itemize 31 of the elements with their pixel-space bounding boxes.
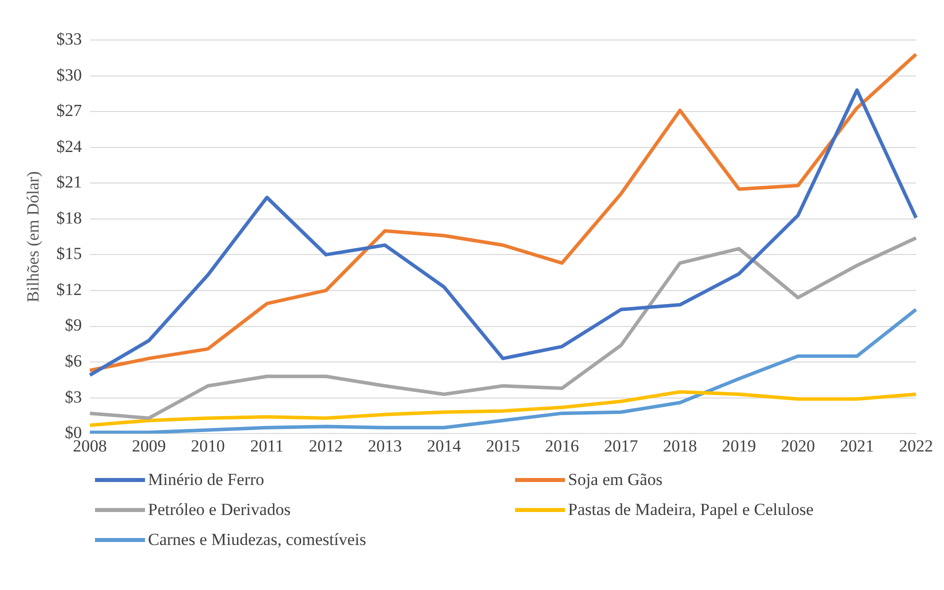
y-tick-label: $18 xyxy=(56,208,82,228)
legend-label: Petróleo e Derivados xyxy=(148,500,291,520)
x-tick-label: 2019 xyxy=(722,436,756,456)
x-tick-label: 2017 xyxy=(604,436,638,456)
x-tick-label: 2010 xyxy=(190,436,225,456)
y-tick-label: $6 xyxy=(64,352,82,371)
y-tick-label: $21 xyxy=(56,172,82,192)
y-tick-label: $27 xyxy=(56,101,82,120)
x-tick-label: 2011 xyxy=(250,436,284,456)
legend-label: Soja em Gãos xyxy=(568,470,662,490)
legend-label: Pastas de Madeira, Papel e Celulose xyxy=(568,500,814,520)
x-tick-label: 2016 xyxy=(544,436,579,456)
y-tick-label: $9 xyxy=(64,316,82,335)
y-tick-label: $12 xyxy=(56,280,82,299)
y-tick-label: $15 xyxy=(56,244,82,264)
x-tick-label: 2021 xyxy=(840,436,874,456)
x-tick-label: 2009 xyxy=(132,436,166,456)
y-tick-label: $24 xyxy=(56,136,82,156)
legend-label: Minério de Ferro xyxy=(148,470,264,490)
x-tick-label: 2012 xyxy=(308,436,343,456)
y-tick-label: $30 xyxy=(56,65,82,84)
x-tick-label: 2022 xyxy=(899,436,933,456)
y-tick-label: $33 xyxy=(56,29,82,48)
x-tick-label: 2018 xyxy=(662,436,697,456)
y-axis-title: Bilhões (em Dólar) xyxy=(24,171,43,302)
y-tick-label: $3 xyxy=(64,387,82,406)
x-tick-label: 2020 xyxy=(780,436,815,456)
x-tick-label: 2015 xyxy=(486,436,520,456)
x-tick-label: 2014 xyxy=(426,436,462,456)
x-tick-label: 2013 xyxy=(368,436,402,456)
legend-label: Carnes e Miudezas, comestíveis xyxy=(148,530,366,550)
